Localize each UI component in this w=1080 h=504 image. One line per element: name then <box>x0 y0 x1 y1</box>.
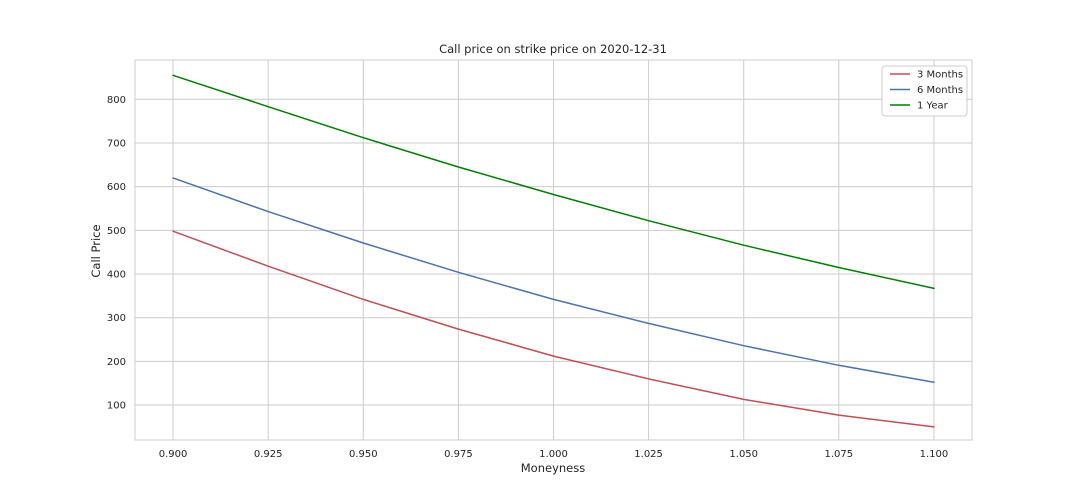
legend-box <box>881 65 968 117</box>
x-tick-label: 0.975 <box>444 449 473 460</box>
y-tick-label: 200 <box>107 357 126 368</box>
series-lines <box>172 74 935 428</box>
x-tick-label: 0.900 <box>159 449 188 460</box>
x-tick-labels: 0.900 0.925 0.950 0.975 1.000 1.025 1.050 1.075… <box>159 449 949 460</box>
plot-frame <box>134 59 973 441</box>
series-line-1-year <box>172 74 935 290</box>
x-tick-label: 1.100 <box>920 449 949 460</box>
y-tick-label: 600 <box>107 182 126 193</box>
grid-lines <box>135 60 972 440</box>
x-tick-label: 1.050 <box>729 449 758 460</box>
y-tick-label: 500 <box>107 226 126 237</box>
legend-label: 6 Months <box>917 85 963 96</box>
legend: 3 Months 6 Months 1 Year <box>881 65 968 117</box>
x-tick-label: 0.925 <box>254 449 283 460</box>
x-tick-label: 1.025 <box>634 449 663 460</box>
y-tick-label: 100 <box>107 401 126 412</box>
x-tick-label: 1.000 <box>539 449 568 460</box>
legend-label: 1 Year <box>917 101 949 112</box>
chart-title: Call price on strike price on 2020-12-31 <box>439 42 667 56</box>
y-tick-label: 300 <box>107 313 126 324</box>
x-axis-label: Moneyness <box>521 461 585 475</box>
y-tick-label: 700 <box>107 138 126 149</box>
legend-label: 3 Months <box>917 70 963 81</box>
y-tick-label: 400 <box>107 270 126 281</box>
y-tick-labels: 100 200 300 400 500 600 700 800 <box>107 95 126 412</box>
y-tick-label: 800 <box>107 95 126 106</box>
x-tick-label: 1.075 <box>825 449 854 460</box>
series-line-3-months <box>172 230 935 428</box>
y-axis-label: Call Price <box>89 224 103 277</box>
x-tick-label: 0.950 <box>349 449 378 460</box>
series-line-6-months <box>172 177 935 384</box>
